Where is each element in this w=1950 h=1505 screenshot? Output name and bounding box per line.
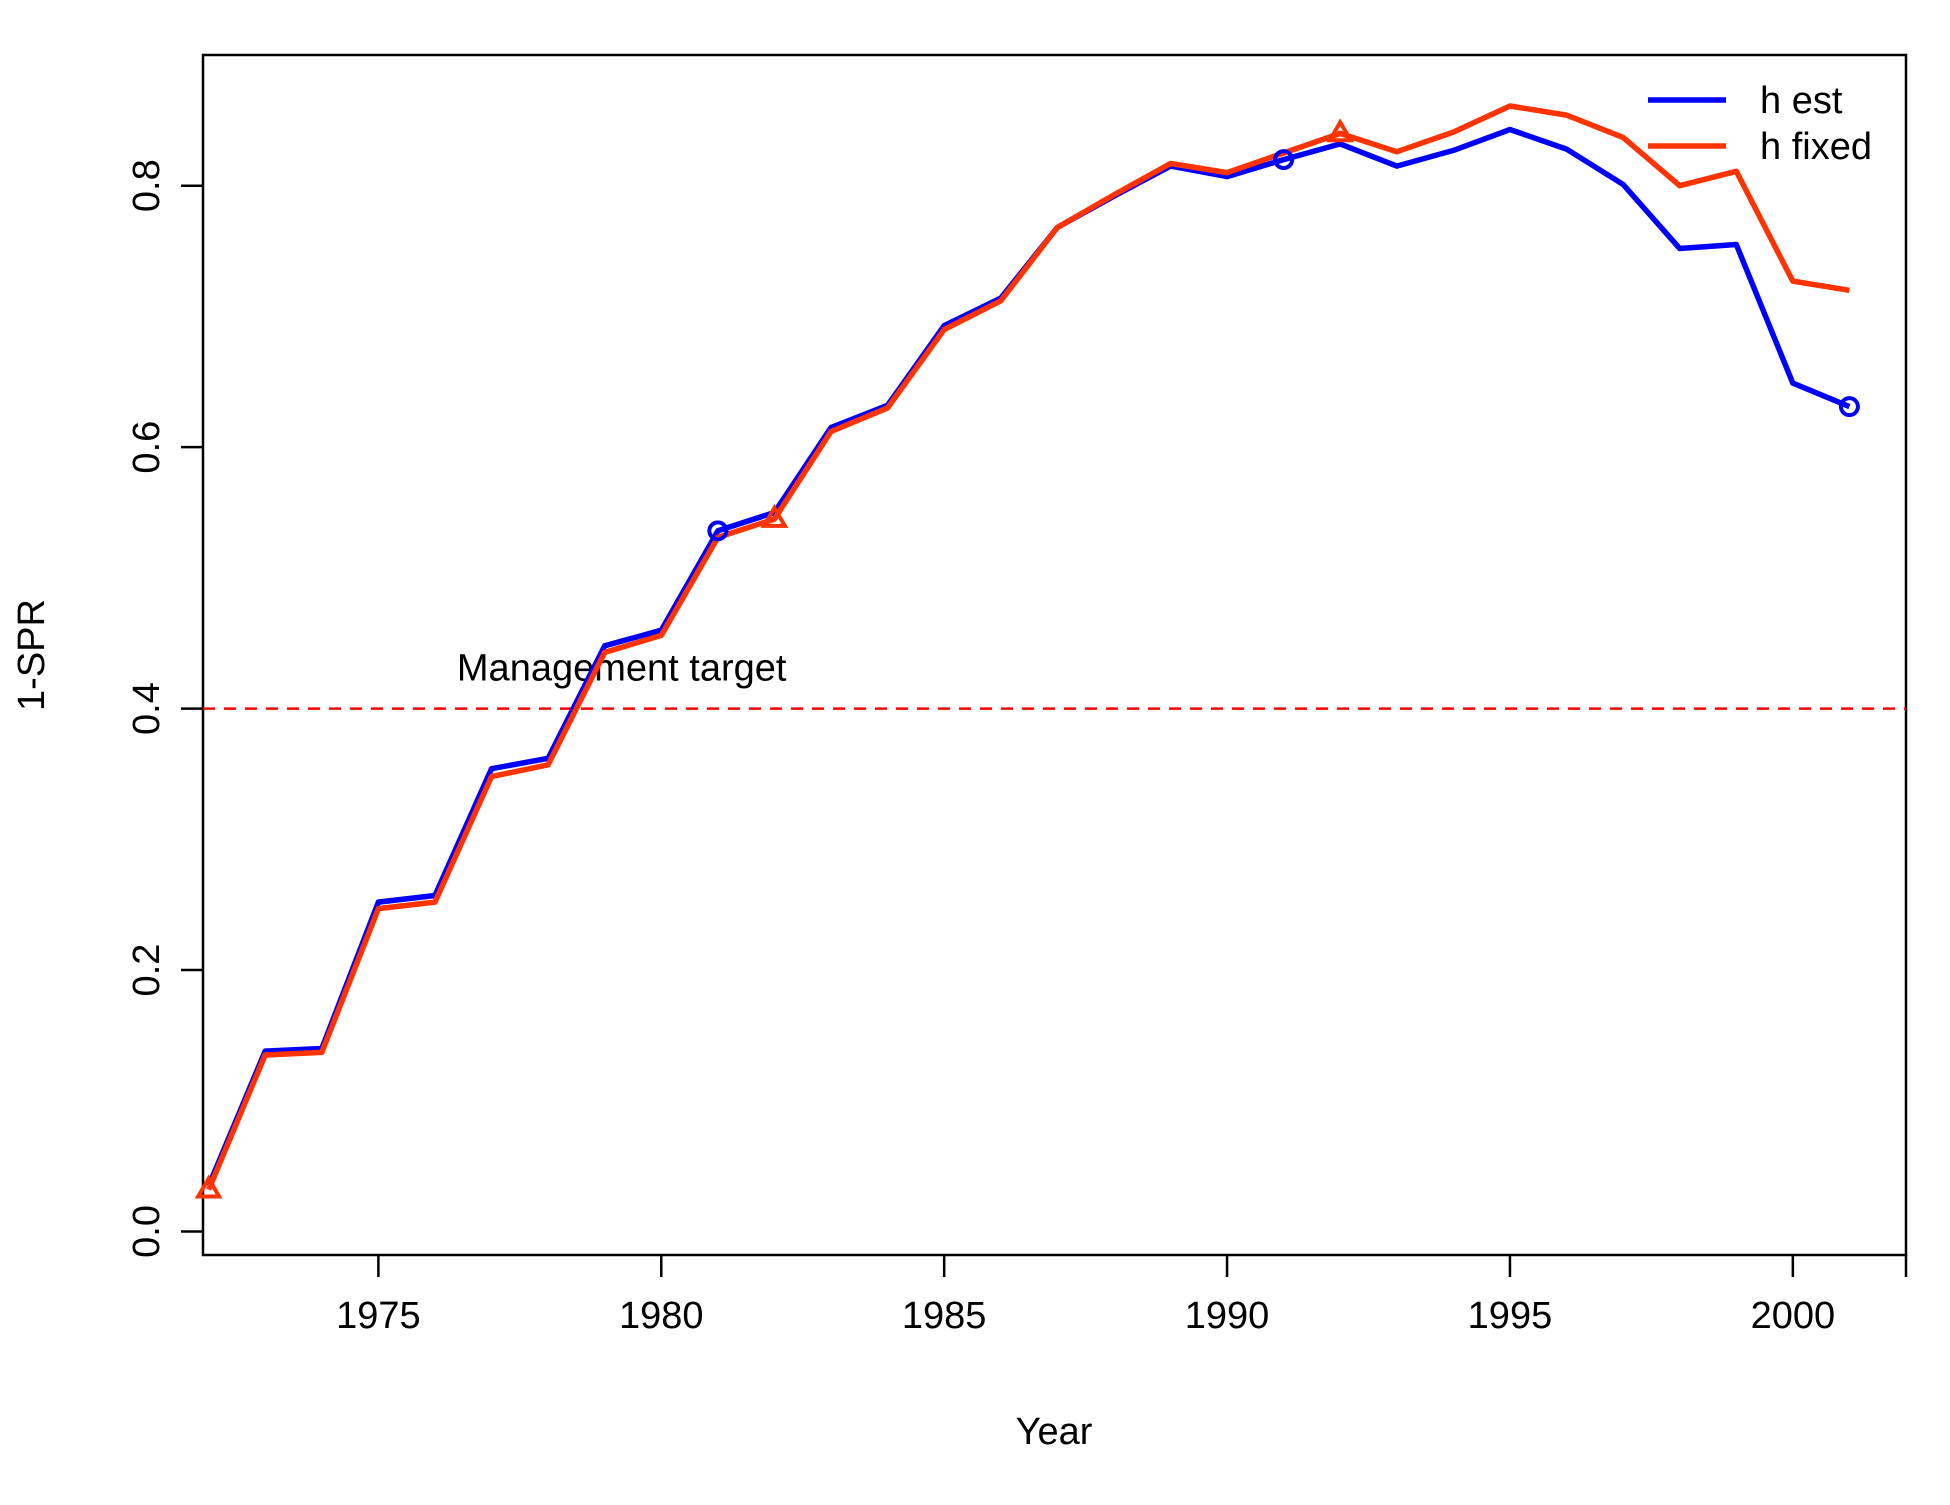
legend-label: h fixed <box>1760 126 1872 168</box>
legend-label: h est <box>1760 80 1843 122</box>
x-tick-label: 1990 <box>1185 1295 1270 1337</box>
series-line-h-est <box>206 126 1851 1187</box>
y-axis: 0.0 0.2 0.4 0.6 0.8 <box>126 159 203 1258</box>
reference-line-group: Management target <box>203 648 1906 710</box>
y-tick-label: 0.6 <box>126 421 168 474</box>
series-line-h-fixed <box>206 103 1850 1191</box>
circle-marker <box>707 520 729 542</box>
y-axis-title: 1-SPR <box>11 599 53 711</box>
circle-marker <box>1838 396 1860 418</box>
triangle-marker <box>194 1174 223 1199</box>
series-group <box>206 103 1851 1191</box>
x-tick-label: 1985 <box>902 1295 987 1337</box>
x-tick-label: 2000 <box>1751 1295 1836 1337</box>
y-tick-label: 0.8 <box>126 159 168 212</box>
plot-frame <box>201 53 1908 1257</box>
y-tick-label: 0.4 <box>126 682 168 735</box>
x-tick-label: 1995 <box>1468 1295 1553 1337</box>
y-tick-label: 0.0 <box>126 1205 168 1258</box>
triangle-marker <box>1326 118 1355 143</box>
y-tick-label: 0.2 <box>126 944 168 997</box>
x-axis-title: Year <box>1016 1411 1093 1453</box>
x-tick-label: 1980 <box>619 1295 704 1337</box>
circle-marker <box>1273 149 1295 171</box>
marker-group <box>194 118 1860 1199</box>
x-axis: 1975 1980 1985 1990 1995 2000 <box>336 1255 1908 1337</box>
triangle-marker <box>760 503 789 528</box>
x-tick-label: 1975 <box>336 1295 421 1337</box>
management-target-label: Management target <box>457 648 787 690</box>
